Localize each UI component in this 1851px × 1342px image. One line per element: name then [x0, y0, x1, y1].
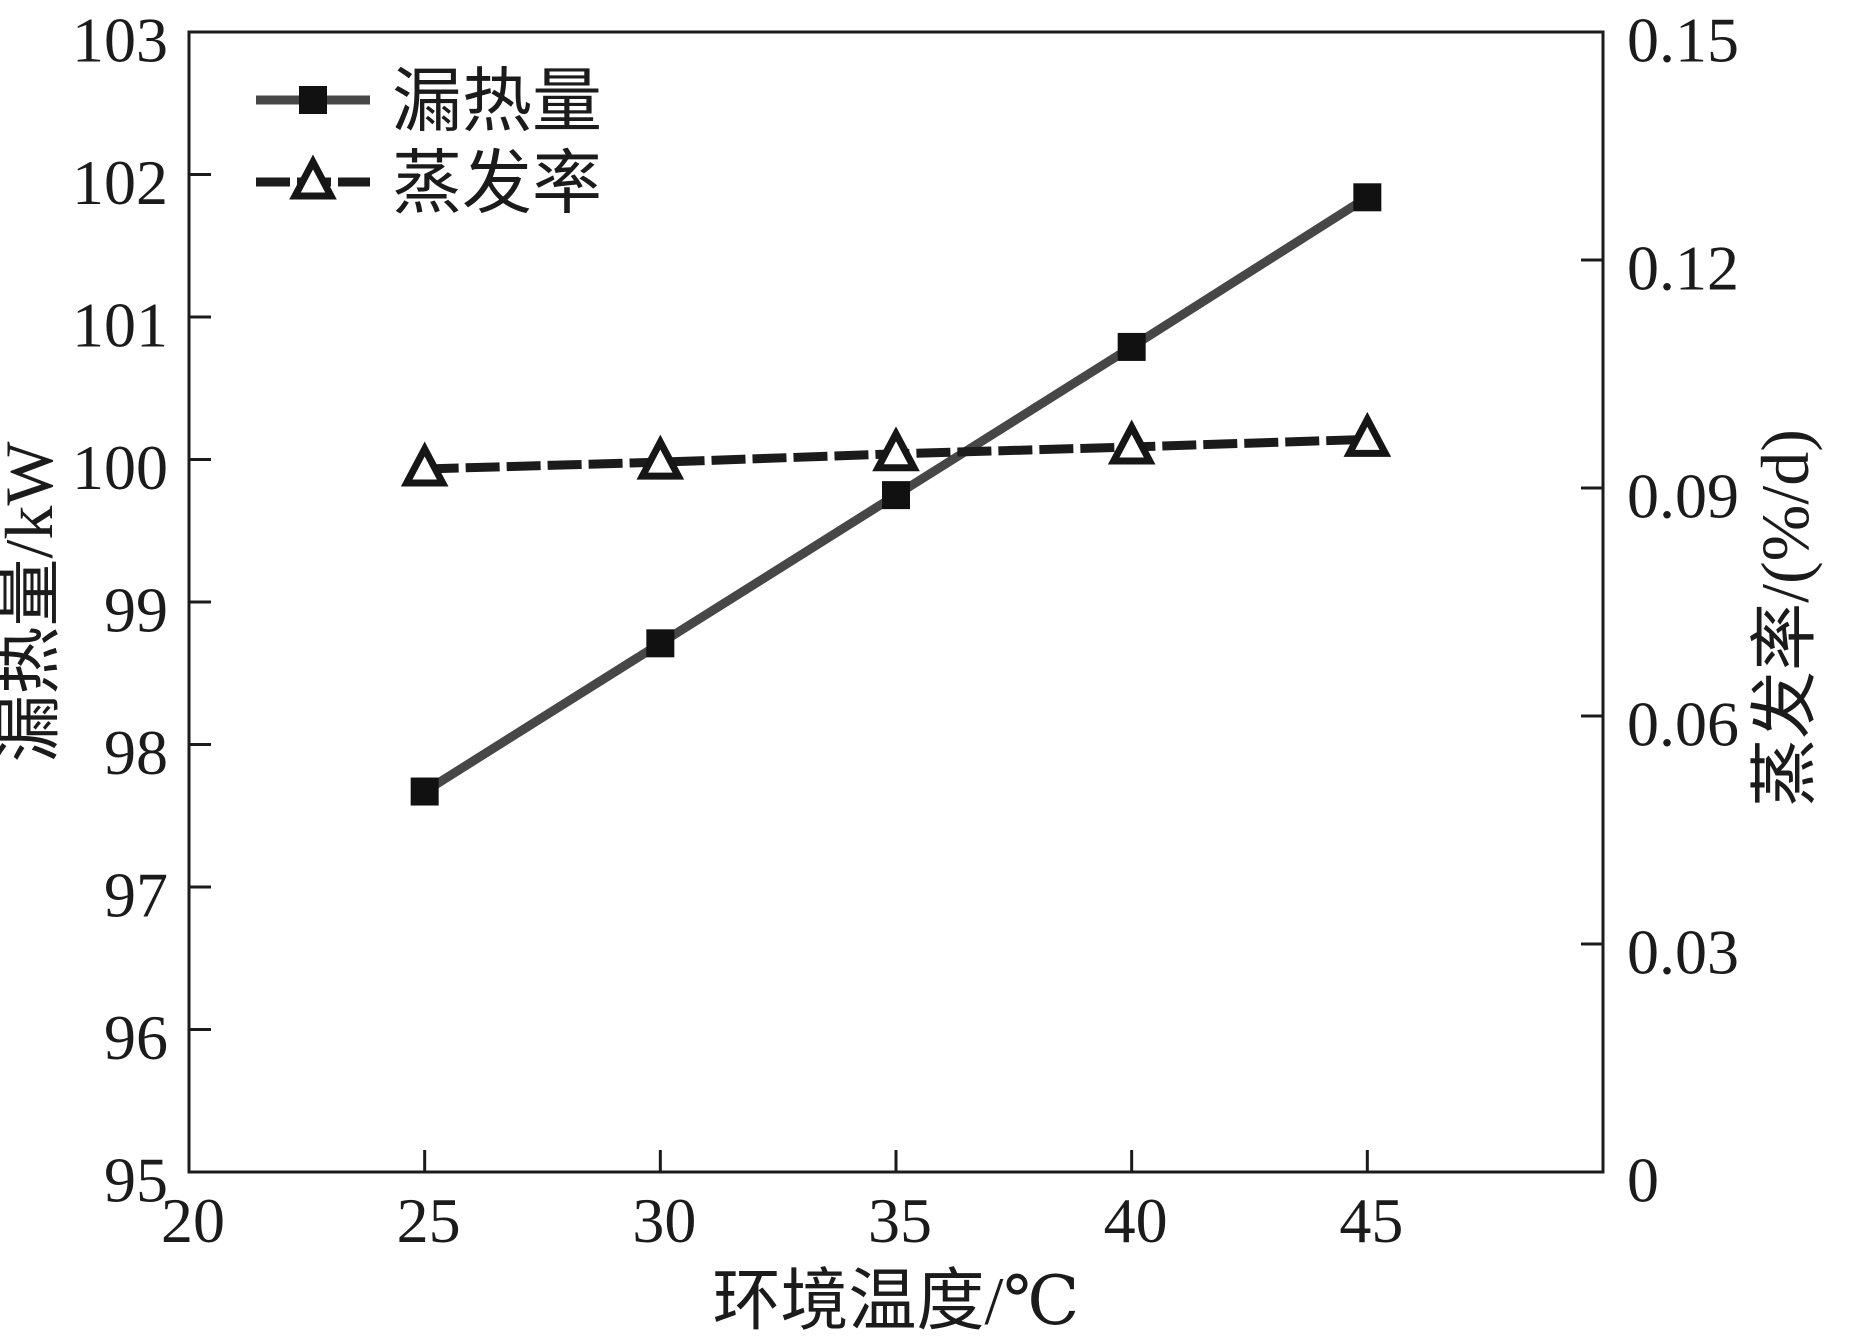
- data-point-triangle: [636, 434, 685, 480]
- data-point-square: [1353, 183, 1382, 212]
- legend-row-heat-leak: 漏热量: [256, 64, 602, 141]
- x-axis-tick-label: 40: [1104, 1185, 1168, 1256]
- data-point-square: [882, 481, 910, 510]
- right-axis-tick-label: 0.06: [1627, 689, 1739, 760]
- left-axis-tick-label: 101: [72, 290, 168, 361]
- x-axis-title: 环境温度/℃: [713, 1263, 1080, 1339]
- left-axis-tick-label: 100: [72, 432, 168, 503]
- x-axis-tick-label: 35: [868, 1185, 932, 1256]
- left-axis-tick-label: 97: [104, 860, 168, 931]
- legend-row-evaporation: 蒸发率: [256, 146, 602, 223]
- x-axis-tick-label: 30: [632, 1185, 696, 1256]
- left-axis-tick-label: 95: [104, 1145, 168, 1216]
- left-axis-tick-label: 102: [72, 147, 168, 218]
- left-y-axis-title: 漏热量/kW: [0, 441, 67, 763]
- data-point-triangle: [1107, 419, 1156, 465]
- data-point-square: [646, 629, 675, 658]
- x-axis-tick-label: 25: [397, 1185, 461, 1256]
- data-point-square: [1117, 332, 1146, 361]
- legend: 漏热量 蒸发率: [256, 64, 602, 223]
- left-axis-tick-label: 96: [104, 1002, 168, 1073]
- right-y-axis-title: 蒸发率/(%/d): [1747, 429, 1823, 807]
- right-axis-tick-label: 0: [1627, 1145, 1659, 1216]
- data-point-square: [410, 777, 439, 806]
- left-axis-tick-label: 98: [104, 717, 168, 788]
- right-axis-tick-label: 0.15: [1627, 5, 1739, 76]
- legend-filled-square-icon: [299, 86, 327, 114]
- legend-label-heat-leak: 漏热量: [392, 64, 602, 141]
- right-axis-tick-label: 0.12: [1627, 233, 1739, 304]
- right-axis-tick-label: 0.09: [1627, 461, 1739, 532]
- left-axis-tick-label: 103: [72, 5, 168, 76]
- right-axis-tick-label: 0.03: [1627, 917, 1739, 988]
- x-axis-tick-label: 45: [1339, 1185, 1403, 1256]
- data-point-triangle: [400, 441, 449, 487]
- data-point-triangle: [1343, 411, 1392, 457]
- legend-label-evaporation: 蒸发率: [392, 146, 602, 223]
- data-point-triangle: [872, 426, 920, 472]
- plot-layer: 95 96 97 98 99 100 101 102 103 0 0.03 0.06 0.09 0.12 0…: [72, 5, 1739, 1257]
- x-axis-tick-label: 20: [161, 1185, 225, 1256]
- legend-open-triangle-icon: [289, 154, 337, 200]
- left-axis-tick-label: 99: [104, 575, 168, 646]
